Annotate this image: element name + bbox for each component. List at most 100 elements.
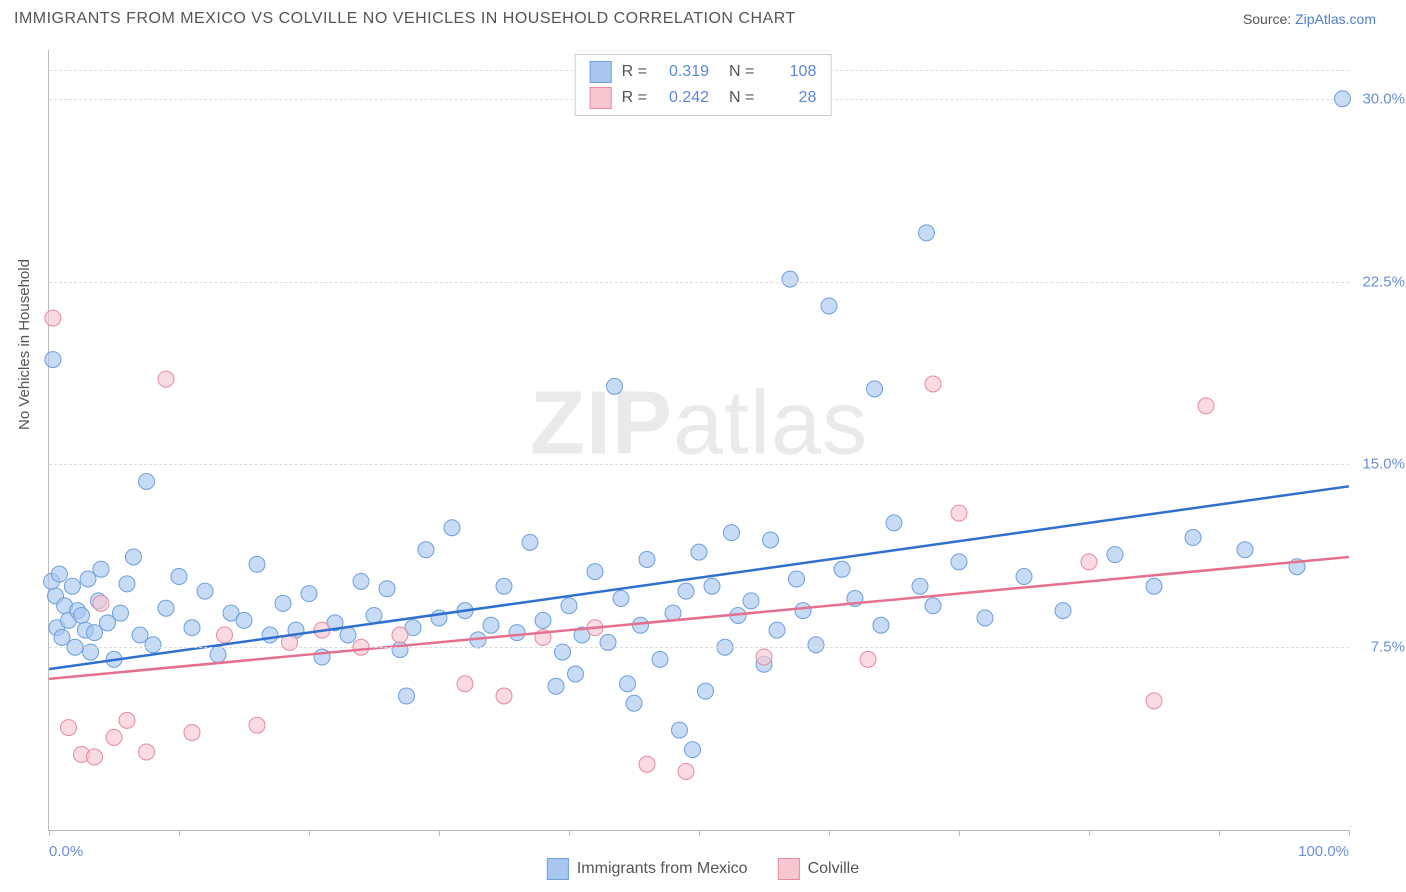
data-point	[613, 590, 629, 606]
data-point	[873, 617, 889, 633]
data-point	[483, 617, 499, 633]
x-tick	[179, 830, 180, 836]
data-point	[756, 649, 772, 665]
data-point	[535, 612, 551, 628]
data-point	[1016, 569, 1032, 585]
data-point	[418, 542, 434, 558]
legend-n-label: N =	[729, 89, 754, 107]
data-point	[1237, 542, 1253, 558]
data-point	[925, 598, 941, 614]
data-point	[217, 627, 233, 643]
data-point	[353, 573, 369, 589]
data-point	[93, 561, 109, 577]
data-point	[74, 608, 90, 624]
x-tick	[699, 830, 700, 836]
gridline	[49, 647, 1349, 648]
scatter-svg	[49, 50, 1349, 830]
data-point	[93, 595, 109, 611]
data-point	[139, 473, 155, 489]
source-link[interactable]: ZipAtlas.com	[1295, 11, 1376, 27]
data-point	[496, 578, 512, 594]
data-point	[587, 564, 603, 580]
data-point	[184, 620, 200, 636]
regression-line	[49, 486, 1349, 669]
data-point	[45, 310, 61, 326]
data-point	[912, 578, 928, 594]
legend-r-value: 0.319	[663, 63, 709, 81]
series-legend: Immigrants from Mexico Colville	[547, 858, 859, 880]
data-point	[145, 637, 161, 653]
data-point	[1055, 603, 1071, 619]
x-tick	[829, 830, 830, 836]
legend-swatch	[590, 87, 612, 109]
legend-item: Immigrants from Mexico	[547, 858, 748, 880]
legend-label: Colville	[808, 860, 860, 878]
data-point	[561, 598, 577, 614]
data-point	[87, 749, 103, 765]
data-point	[743, 593, 759, 609]
data-point	[678, 583, 694, 599]
legend-n-value: 108	[770, 63, 816, 81]
data-point	[236, 612, 252, 628]
data-point	[724, 525, 740, 541]
data-point	[808, 637, 824, 653]
data-point	[672, 722, 688, 738]
data-point	[379, 581, 395, 597]
data-point	[262, 627, 278, 643]
y-tick-label: 22.5%	[1362, 273, 1405, 290]
data-point	[620, 676, 636, 692]
data-point	[925, 376, 941, 392]
y-tick-label: 15.0%	[1362, 456, 1405, 473]
data-point	[45, 352, 61, 368]
gridline	[49, 464, 1349, 465]
data-point	[522, 534, 538, 550]
source-attribution: Source: ZipAtlas.com	[1243, 11, 1376, 27]
data-point	[301, 586, 317, 602]
data-point	[158, 371, 174, 387]
legend-n-value: 28	[770, 89, 816, 107]
data-point	[678, 764, 694, 780]
data-point	[685, 742, 701, 758]
data-point	[113, 605, 129, 621]
data-point	[51, 566, 67, 582]
data-point	[126, 549, 142, 565]
legend-n-label: N =	[729, 63, 754, 81]
data-point	[171, 569, 187, 585]
data-point	[704, 578, 720, 594]
data-point	[639, 756, 655, 772]
legend-row: R =0.242 N =28	[590, 85, 817, 111]
data-point	[763, 532, 779, 548]
data-point	[64, 578, 80, 594]
chart-plot-area: ZIPatlas 7.5%15.0%22.5%30.0%0.0%100.0%	[48, 50, 1349, 831]
legend-r-label: R =	[622, 63, 647, 81]
data-point	[249, 717, 265, 733]
data-point	[1146, 693, 1162, 709]
data-point	[275, 595, 291, 611]
data-point	[639, 551, 655, 567]
data-point	[158, 600, 174, 616]
data-point	[106, 729, 122, 745]
data-point	[1081, 554, 1097, 570]
data-point	[509, 625, 525, 641]
data-point	[139, 744, 155, 760]
data-point	[568, 666, 584, 682]
data-point	[867, 381, 883, 397]
data-point	[249, 556, 265, 572]
data-point	[782, 271, 798, 287]
data-point	[1198, 398, 1214, 414]
legend-swatch	[590, 61, 612, 83]
data-point	[119, 576, 135, 592]
legend-r-value: 0.242	[663, 89, 709, 107]
data-point	[184, 725, 200, 741]
data-point	[496, 688, 512, 704]
data-point	[392, 642, 408, 658]
x-tick-label: 0.0%	[49, 843, 83, 860]
y-tick-label: 7.5%	[1371, 639, 1405, 656]
data-point	[698, 683, 714, 699]
x-tick-label: 100.0%	[1298, 843, 1349, 860]
x-tick	[959, 830, 960, 836]
data-point	[61, 720, 77, 736]
data-point	[366, 608, 382, 624]
x-tick	[309, 830, 310, 836]
legend-item: Colville	[778, 858, 860, 880]
